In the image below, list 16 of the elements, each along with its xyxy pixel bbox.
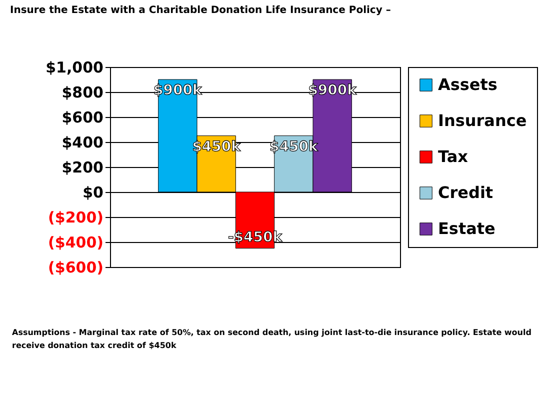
y-tick-label: ($600)	[48, 258, 104, 276]
y-tick-label: $400	[62, 134, 104, 152]
y-tick-label: $600	[62, 108, 104, 126]
y-tick-label: ($400)	[48, 234, 104, 252]
chart-title: Insure the Estate with a Charitable Donation Life Insurance Policy –	[10, 5, 391, 16]
y-tick-label: $800	[62, 84, 104, 102]
legend-label: Tax	[438, 147, 469, 166]
legend-label: Credit	[438, 183, 494, 202]
legend-label: Estate	[438, 219, 496, 238]
y-tick-label: $0	[82, 184, 104, 202]
legend-label: Assets	[438, 75, 498, 94]
y-tick-label: $1,000	[46, 58, 104, 76]
text: Assumptions - Marginal tax rate of 50%, tax on second death, using joint last-to-die insurance policy. Estate would receive donation tax credit of $450k	[12, 327, 532, 352]
legend-label: Insurance	[438, 111, 527, 130]
y-tick-label: ($200)	[48, 208, 104, 226]
y-tick-label: $200	[62, 158, 104, 176]
